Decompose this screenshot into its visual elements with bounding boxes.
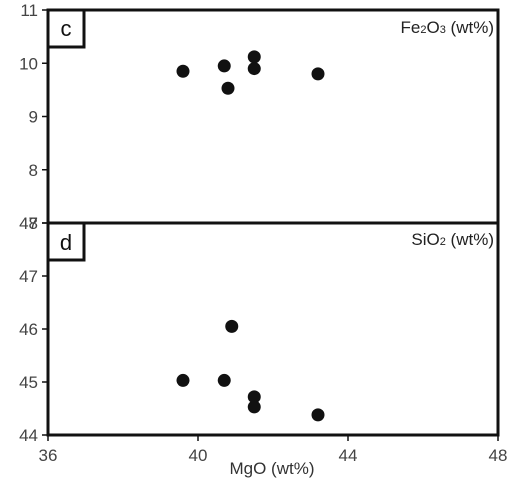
panel-c: c Fe2O3 (wt%) 7 8 9 10 11 [19,1,500,233]
panel-c-y-tick-label: 7 [29,214,38,233]
panel-d-y-tick-label: 48 [19,214,38,233]
panel-d-point [225,319,239,333]
panel-d-point [311,408,325,422]
panel-d-frame [46,221,500,437]
panel-d-label: d [60,230,72,255]
panel-c-y-tick-label: 9 [29,108,38,127]
x-tick-label: 36 [39,446,58,465]
panel-c-label: c [61,16,72,41]
panel-c-points [176,50,325,95]
panel-c-point [217,59,231,73]
panel-d-point [247,400,261,414]
panel-c-point [311,67,325,81]
panel-d-point [247,390,261,404]
panel-d-y-tick-label: 44 [19,426,38,445]
panel-d-title: SiO2 (wt%) [411,230,494,249]
panel-c-title-part-3: 3 [440,24,446,36]
panel-d-title-part-2: (wt%) [446,230,494,249]
panel-c-y-ticks: 7 8 9 10 11 [19,1,48,233]
panel-d-label-box: d [46,221,86,262]
panel-d-title-part-0: SiO [411,230,439,249]
panel-c-point [247,62,261,76]
panel-c-title-part-1: 2 [420,24,426,36]
panel-c-point [176,64,190,78]
panel-c-point [247,50,261,64]
panel-d-points [176,319,325,422]
panel-c-y-tick-label: 10 [19,54,38,73]
panel-d-title-part-1: 2 [440,236,446,248]
panel-d-point [176,373,190,387]
x-tick-label: 40 [189,446,208,465]
panel-c-y-tick-label: 11 [20,1,38,20]
panel-c-title-part-4: (wt%) [446,18,494,37]
panel-c-title: Fe2O3 (wt%) [401,18,495,37]
panel-d-point [217,373,231,387]
panel-c-label-box: c [46,8,86,49]
x-tick-label: 48 [489,446,508,465]
panel-d-y-ticks: 44 45 46 47 48 [19,214,48,445]
panel-c-frame [46,8,500,225]
panel-d-y-tick-label: 47 [19,267,38,286]
x-axis-label: MgO (wt%) [230,459,315,478]
panel-d-x-ticks: 36 40 44 48 [39,435,508,465]
panel-c-point [221,81,235,95]
panel-c-title-part-2: O [426,18,439,37]
panel-d: d SiO2 (wt%) 44 45 46 47 48 36 40 44 48 [19,214,507,465]
x-tick-label: 44 [339,446,358,465]
panel-d-y-tick-label: 45 [19,373,38,392]
panel-c-title-part-0: Fe [401,18,421,37]
panel-c-y-tick-label: 8 [29,161,38,180]
panel-d-y-tick-label: 46 [19,320,38,339]
